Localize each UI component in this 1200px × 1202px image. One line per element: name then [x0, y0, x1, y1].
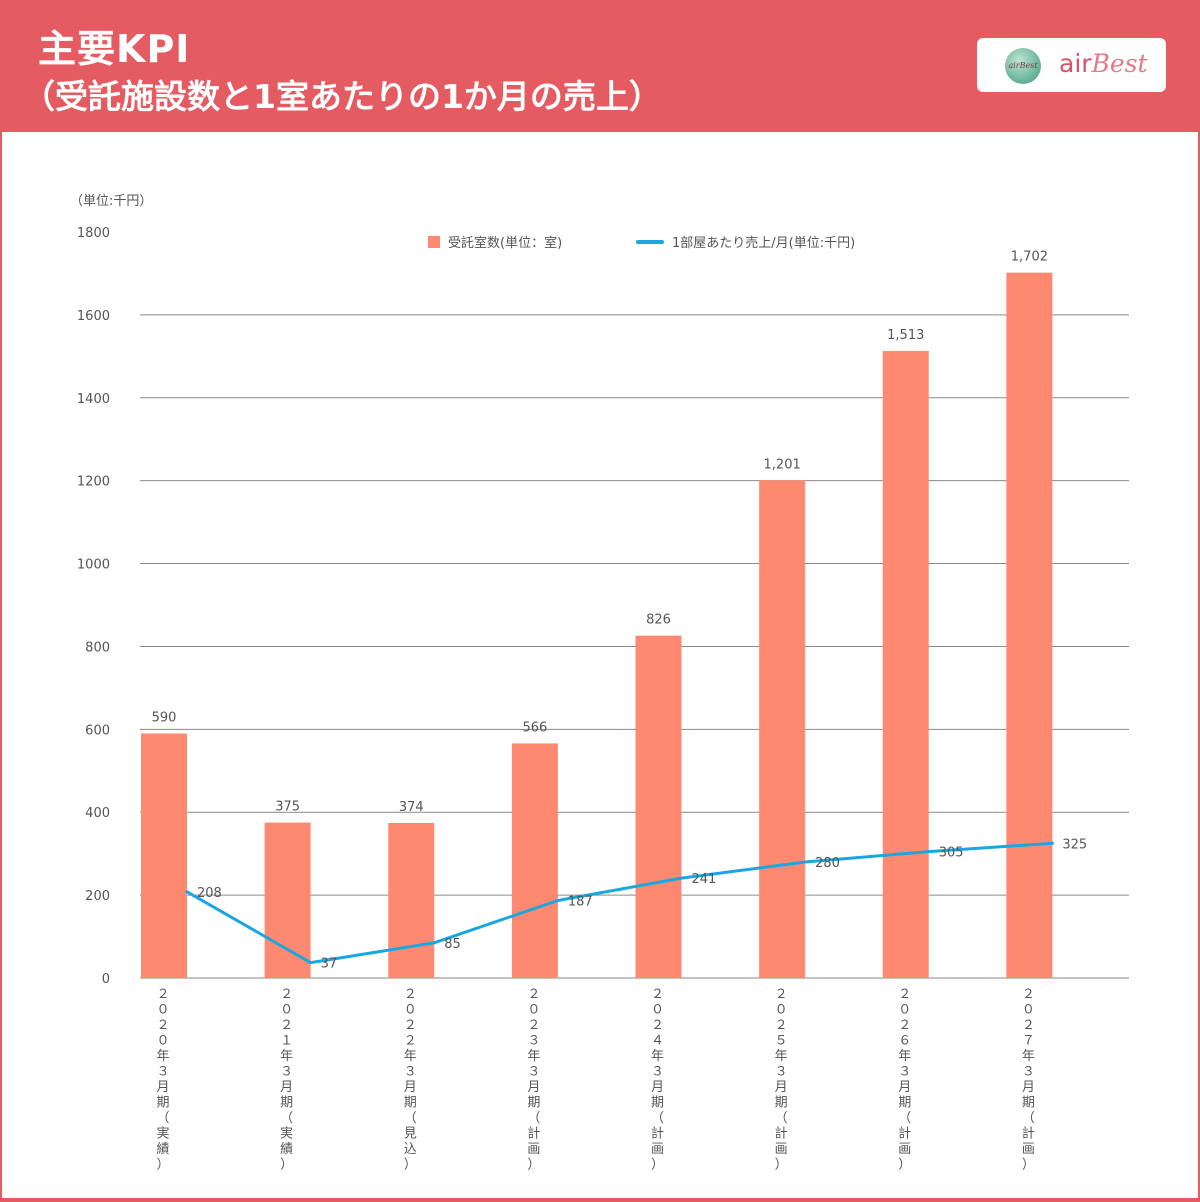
legend-bar-swatch: [428, 236, 440, 248]
y-tick-label: 600: [85, 723, 110, 738]
line-data-label: 37: [321, 957, 338, 972]
line-point: [803, 860, 807, 864]
y-tick-label: 1000: [77, 558, 110, 573]
y-tick-label: 200: [85, 889, 110, 904]
x-tick-label: ２０２６年３月期（計画）: [898, 987, 911, 1173]
bar-data-label: 566: [522, 720, 547, 735]
bar: [511, 743, 558, 978]
page-title: 主要KPI: [38, 27, 191, 71]
kpi-chart: （単位:千円） 0 200 400 600 800 1000 1200 1400 1600 180…: [70, 193, 1129, 1173]
x-tick-label: ２０２０年３月期（実績）: [156, 987, 169, 1173]
bar: [1006, 272, 1053, 978]
x-axis-labels: ２０２０年３月期（実績） ２０２１年３月期（実績） ２０２２年３月期（見込） ２０２３…: [156, 987, 1034, 1173]
y-axis-ticks: 0 200 400 600 800 1000 1200 1400 1600 1800: [77, 226, 110, 987]
line-path: [185, 841, 1054, 965]
line-point: [309, 961, 313, 965]
y-tick-label: 1400: [77, 392, 110, 407]
globe-logo-text: airBest: [1008, 61, 1038, 70]
line-data-label: 325: [1062, 837, 1087, 852]
bar: [264, 822, 311, 978]
line-point: [927, 850, 931, 854]
bar: [635, 635, 682, 978]
logo-wordmark-air: air: [1059, 49, 1092, 78]
airbest-logo: airBest airBest: [977, 38, 1166, 92]
y-tick-label: 1800: [77, 226, 110, 241]
line-point: [1050, 841, 1054, 845]
bar-series: 590 375 374 566 826 1,201 1,513 1,702: [141, 250, 1053, 978]
page-subtitle: （受託施設数と1室あたりの1か月の売上）: [22, 77, 662, 116]
bar: [759, 480, 806, 978]
line-data-label: 208: [197, 886, 222, 901]
bar-data-label: 1,201: [764, 457, 801, 472]
line-data-label: 85: [444, 937, 461, 952]
x-tick-label: ２０２１年３月期（実績）: [280, 987, 293, 1173]
bar-data-label: 1,513: [887, 328, 924, 343]
x-tick-label: ２０２４年３月期（計画）: [651, 987, 664, 1173]
y-tick-label: 1200: [77, 475, 110, 490]
line-point: [680, 876, 683, 880]
y-tick-label: 0: [102, 972, 110, 987]
chart-legend: 受託室数(単位：室) 1部屋あたり売上/月(単位:千円): [428, 235, 855, 251]
line-point: [185, 890, 189, 894]
line-data-label: 305: [939, 846, 964, 861]
line-point: [556, 898, 560, 902]
line-data-label: 187: [568, 894, 593, 909]
bar-data-label: 590: [152, 710, 177, 725]
x-tick-label: ２０２３年３月期（計画）: [527, 987, 540, 1173]
globe-icon: airBest: [1005, 48, 1041, 84]
legend-line-label: 1部屋あたり売上/月(単位:千円): [672, 235, 855, 251]
bar: [141, 733, 187, 978]
bar-data-label: 374: [399, 800, 424, 815]
bar-data-label: 826: [646, 613, 671, 628]
y-tick-label: 800: [85, 640, 110, 655]
logo-wordmark-best: Best: [1091, 49, 1148, 78]
y-axis-unit-label: （単位:千円）: [70, 193, 152, 209]
y-tick-label: 1600: [77, 309, 110, 324]
line-series: 208 37 85 187 241 280 305 325: [185, 837, 1087, 972]
line-data-label: 280: [815, 856, 840, 871]
legend-bar-label: 受託室数(単位：室): [448, 235, 562, 251]
logo-wordmark: airBest: [1059, 49, 1148, 78]
x-tick-label: ２０２７年３月期（計画）: [1022, 987, 1035, 1173]
bar-data-label: 1,702: [1011, 250, 1048, 265]
bar: [882, 350, 929, 978]
line-data-label: 241: [692, 872, 717, 887]
line-point: [432, 941, 436, 945]
chart-panel: （単位:千円） 0 200 400 600 800 1000 1200 1400 1600 180…: [2, 132, 1198, 1198]
bar: [388, 822, 435, 978]
x-tick-label: ２０２５年３月期（計画）: [775, 987, 788, 1173]
bar-data-label: 375: [275, 800, 300, 815]
x-tick-label: ２０２２年３月期（見込）: [404, 987, 417, 1173]
y-tick-label: 400: [85, 806, 110, 821]
